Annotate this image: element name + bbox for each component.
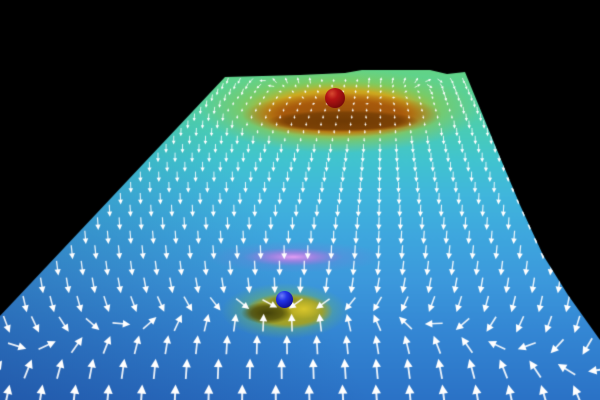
negative-charge-sphere	[275, 290, 293, 308]
positive-charge-sphere	[325, 88, 345, 108]
